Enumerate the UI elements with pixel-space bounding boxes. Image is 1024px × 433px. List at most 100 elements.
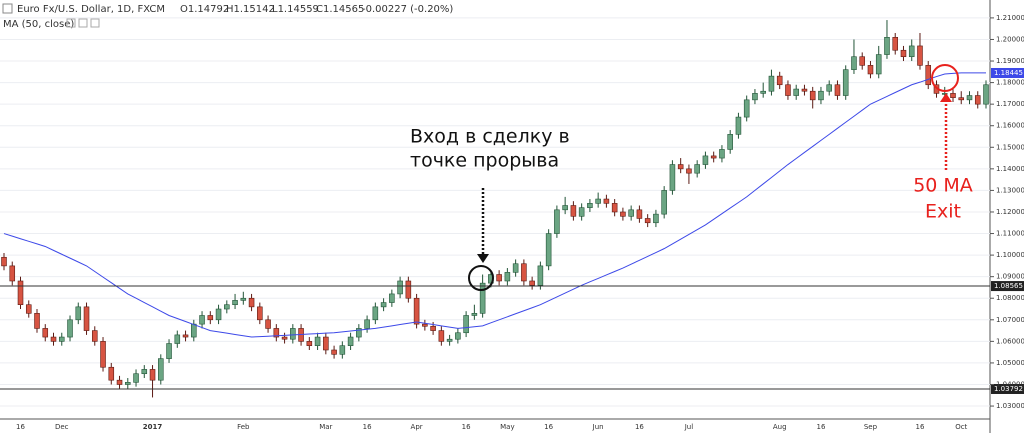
- candle-body: [446, 338, 453, 342]
- candle-body: [694, 164, 700, 174]
- candle-body: [422, 323, 428, 327]
- candle-body: [149, 369, 156, 381]
- candle-body: [100, 341, 106, 368]
- y-tick-label: 1.15000: [996, 143, 1024, 151]
- y-tick-label: 1.04000: [996, 380, 1024, 388]
- candle-body: [471, 313, 478, 316]
- level-label: 1.03792: [994, 385, 1023, 393]
- candle-body: [199, 315, 205, 325]
- x-tick-label: Mar: [319, 423, 332, 431]
- y-tick-label: 1.11000: [996, 230, 1024, 238]
- candle-body: [859, 56, 865, 66]
- candle-body: [174, 334, 181, 344]
- candle-body: [339, 345, 346, 355]
- candle-body: [710, 155, 717, 159]
- candle-body: [884, 37, 890, 55]
- x-tick-label: Oct: [955, 423, 967, 431]
- y-tick-label: 1.03000: [996, 402, 1024, 410]
- candle-body: [215, 308, 222, 321]
- candle-body: [620, 211, 626, 217]
- candle-body: [842, 69, 849, 96]
- candle-body: [191, 323, 197, 338]
- candle-body: [983, 84, 989, 105]
- candle-body: [719, 149, 725, 159]
- candle-body: [917, 45, 923, 66]
- y-tick-label: 1.05000: [996, 359, 1024, 367]
- candle-body: [776, 75, 783, 86]
- candle-body: [75, 306, 82, 321]
- candle-body: [818, 90, 824, 101]
- candle-body: [166, 343, 172, 359]
- candle-body: [578, 207, 585, 217]
- candle-body: [364, 319, 370, 329]
- candle-body: [240, 297, 247, 301]
- candle-body: [521, 263, 527, 282]
- candle-body: [867, 65, 874, 75]
- candle-body: [570, 205, 577, 217]
- candle-body: [562, 205, 568, 211]
- quote-low: L1.14559: [272, 4, 319, 15]
- candle-body: [974, 95, 981, 105]
- candle-body: [950, 93, 956, 98]
- y-tick-label: 1.06000: [996, 337, 1024, 345]
- x-tick-label: Aug: [773, 423, 787, 431]
- candle-body: [628, 209, 634, 217]
- candle-body: [290, 328, 296, 340]
- legend-icon[interactable]: [90, 18, 100, 28]
- candle-body: [323, 336, 329, 351]
- candle-body: [273, 328, 280, 338]
- ma-last-label: 1.18445: [994, 69, 1023, 77]
- candle-body: [941, 93, 948, 95]
- y-tick-label: 1.10000: [996, 251, 1024, 259]
- annotation-circle: [468, 265, 494, 291]
- candle-body: [25, 304, 32, 314]
- candle-body: [900, 49, 907, 58]
- candle-body: [265, 319, 271, 329]
- candle-body: [281, 336, 288, 340]
- candle-body: [595, 198, 601, 204]
- x-tick-label: 16: [816, 423, 825, 431]
- candle-body: [108, 366, 115, 381]
- candle-body: [702, 155, 709, 165]
- legend-icon[interactable]: [66, 18, 76, 28]
- candle-body: [232, 300, 238, 306]
- candle-body: [677, 164, 684, 170]
- candle-body: [158, 358, 164, 381]
- candle-body: [875, 54, 882, 75]
- y-tick-label: 1.13000: [996, 186, 1024, 194]
- candle-body: [809, 90, 816, 101]
- candle-body: [133, 373, 139, 383]
- candle-body: [644, 218, 651, 224]
- candle-body: [314, 336, 321, 346]
- x-tick-label: 16: [462, 423, 471, 431]
- candle-body: [83, 306, 90, 331]
- x-tick-label: 16: [916, 423, 925, 431]
- candle-body: [438, 330, 445, 342]
- candle-body: [17, 280, 24, 306]
- x-tick-label: 16: [635, 423, 644, 431]
- candle-body: [653, 213, 659, 224]
- x-tick-label: Feb: [237, 423, 250, 431]
- legend-icon[interactable]: [78, 18, 88, 28]
- symbol-icon: [2, 3, 13, 14]
- candle-body: [752, 93, 758, 101]
- candle-body: [248, 297, 255, 308]
- candle-body: [9, 265, 16, 282]
- candle-body: [50, 336, 57, 342]
- candle-body: [331, 349, 337, 355]
- level-badge: [991, 281, 1024, 292]
- candle-body: [958, 97, 965, 101]
- candle-body: [257, 306, 263, 321]
- chart-title: Euro Fx/U.S. Dollar, 1D, FXCM: [17, 4, 165, 15]
- candle-body: [455, 332, 461, 340]
- y-tick-label: 1.20000: [996, 35, 1024, 43]
- candle-body: [389, 293, 395, 303]
- candle-body: [463, 315, 469, 334]
- y-tick-label: 1.16000: [996, 122, 1024, 130]
- ma-line: [3, 72, 986, 338]
- candle-body: [67, 319, 73, 338]
- candle-body: [587, 203, 593, 208]
- candle-body: [727, 134, 733, 150]
